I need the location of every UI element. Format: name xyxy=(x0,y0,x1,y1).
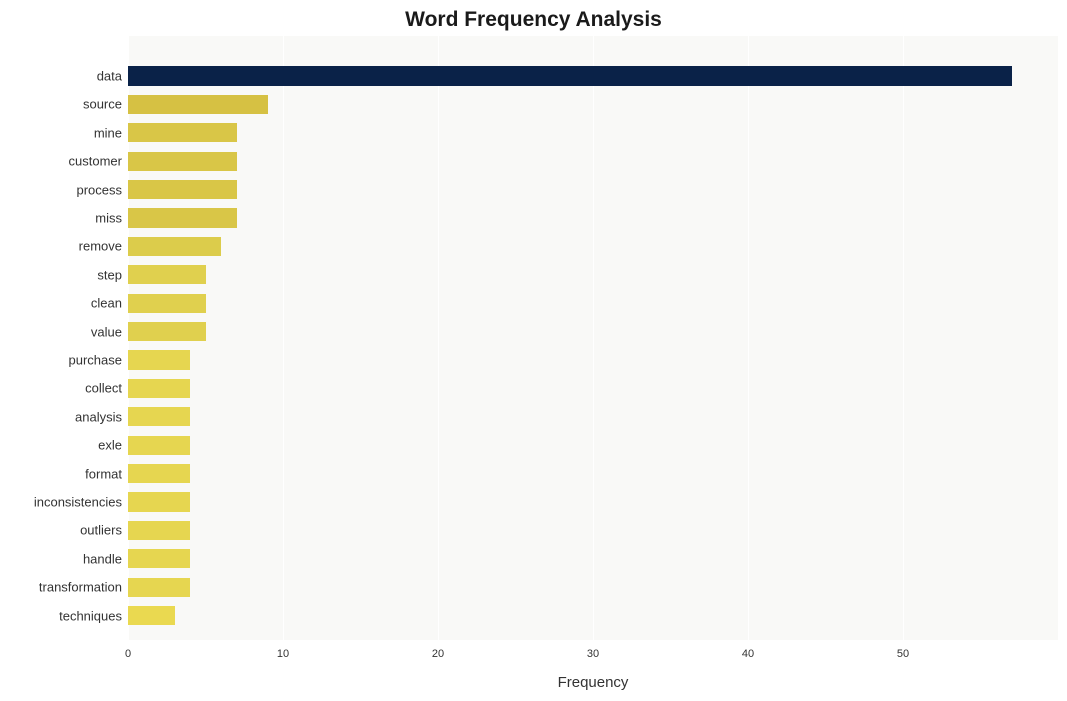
bar-mine xyxy=(128,123,237,142)
bar-exle xyxy=(128,436,190,455)
y-label-outliers: outliers xyxy=(80,523,122,538)
bar-outliers xyxy=(128,521,190,540)
y-label-inconsistencies: inconsistencies xyxy=(34,495,122,510)
x-tick-label: 10 xyxy=(277,648,289,660)
grid-line xyxy=(438,36,439,640)
bar-format xyxy=(128,464,190,483)
grid-line xyxy=(283,36,284,640)
bar-value xyxy=(128,322,206,341)
bar-source xyxy=(128,95,268,114)
y-label-collect: collect xyxy=(85,381,122,396)
bar-customer xyxy=(128,152,237,171)
bar-clean xyxy=(128,294,206,313)
bar-handle xyxy=(128,549,190,568)
bar-process xyxy=(128,180,237,199)
bar-purchase xyxy=(128,350,190,369)
y-label-data: data xyxy=(97,69,122,84)
bar-inconsistencies xyxy=(128,492,190,511)
grid-line xyxy=(903,36,904,640)
y-label-mine: mine xyxy=(94,125,122,140)
x-tick-label: 40 xyxy=(742,648,754,660)
y-label-techniques: techniques xyxy=(59,608,122,623)
y-label-analysis: analysis xyxy=(75,409,122,424)
x-tick-label: 50 xyxy=(897,648,909,660)
word-frequency-chart: Word Frequency Analysis 01020304050datas… xyxy=(0,0,1067,701)
y-label-format: format xyxy=(85,466,122,481)
x-tick-label: 0 xyxy=(125,648,131,660)
x-tick-label: 20 xyxy=(432,648,444,660)
y-label-miss: miss xyxy=(95,211,122,226)
y-label-source: source xyxy=(83,97,122,112)
bar-data xyxy=(128,66,1012,85)
x-tick-label: 30 xyxy=(587,648,599,660)
bar-remove xyxy=(128,237,221,256)
y-label-step: step xyxy=(97,267,122,282)
bar-step xyxy=(128,265,206,284)
grid-line xyxy=(593,36,594,640)
bar-transformation xyxy=(128,578,190,597)
y-label-clean: clean xyxy=(91,296,122,311)
y-label-value: value xyxy=(91,324,122,339)
y-label-remove: remove xyxy=(79,239,122,254)
bar-collect xyxy=(128,379,190,398)
y-label-purchase: purchase xyxy=(69,353,122,368)
bar-miss xyxy=(128,208,237,227)
x-axis-label: Frequency xyxy=(128,674,1058,691)
plot-area: 01020304050datasourceminecustomerprocess… xyxy=(128,36,1058,640)
grid-line xyxy=(748,36,749,640)
y-label-handle: handle xyxy=(83,551,122,566)
bar-analysis xyxy=(128,407,190,426)
y-label-exle: exle xyxy=(98,438,122,453)
y-label-customer: customer xyxy=(69,154,122,169)
y-label-transformation: transformation xyxy=(39,580,122,595)
bar-techniques xyxy=(128,606,175,625)
chart-title: Word Frequency Analysis xyxy=(0,8,1067,32)
y-label-process: process xyxy=(76,182,122,197)
